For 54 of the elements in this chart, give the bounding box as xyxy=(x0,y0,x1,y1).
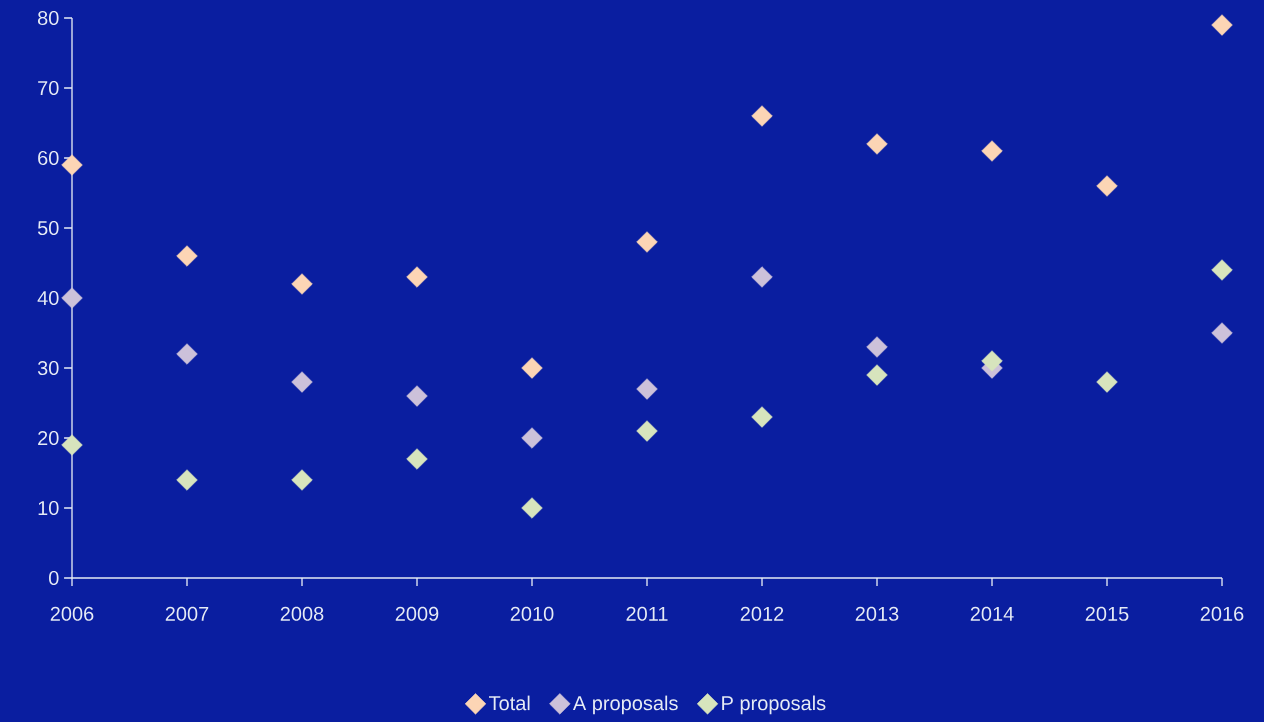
x-tick-label: 2015 xyxy=(1085,606,1129,621)
point xyxy=(1096,371,1118,393)
point xyxy=(176,469,198,491)
point xyxy=(521,357,543,379)
y-tick-label: 0 xyxy=(49,570,59,586)
x-tick-label: 2011 xyxy=(626,606,668,621)
point xyxy=(521,427,543,449)
point xyxy=(291,371,313,393)
point xyxy=(406,448,428,470)
point xyxy=(751,105,773,127)
y-tick-label: 20 xyxy=(38,430,59,446)
x-tick-label: 2008 xyxy=(280,606,324,621)
point xyxy=(1211,322,1233,344)
x-tick-label: 2010 xyxy=(510,606,554,621)
y-tick-label: 80 xyxy=(38,10,59,26)
legend-label: Total xyxy=(489,695,530,711)
point xyxy=(61,154,83,176)
point xyxy=(866,364,888,386)
x-tick-label: 2016 xyxy=(1200,606,1244,621)
y-tick-label: 60 xyxy=(38,150,59,166)
y-tick-label: 30 xyxy=(37,360,59,376)
y-tick-label: 40 xyxy=(37,290,59,306)
point xyxy=(1211,14,1233,36)
point xyxy=(866,133,888,155)
x-tick-label: 2012 xyxy=(740,606,784,621)
point xyxy=(636,420,658,442)
point xyxy=(981,140,1003,162)
legend-label: P proposals xyxy=(722,695,826,715)
legend-label: A proposals xyxy=(572,695,678,715)
y-tick-label: 50 xyxy=(37,220,59,236)
point xyxy=(981,350,1003,372)
point xyxy=(521,497,543,519)
point xyxy=(636,378,658,400)
point xyxy=(751,406,773,428)
point xyxy=(61,434,83,456)
point xyxy=(406,385,428,407)
point xyxy=(291,469,313,491)
point xyxy=(176,343,198,365)
point xyxy=(1096,175,1118,197)
x-tick-label: 2013 xyxy=(855,606,899,621)
y-tick-label: 70 xyxy=(38,80,59,96)
x-tick-label: 2006 xyxy=(50,606,94,621)
point xyxy=(1211,259,1233,281)
y-tick-label: 10 xyxy=(38,500,59,516)
point xyxy=(636,231,658,253)
x-tick-label: 2009 xyxy=(395,606,439,621)
point xyxy=(751,266,773,288)
point xyxy=(866,336,888,358)
point xyxy=(406,266,428,288)
x-tick-label: 2014 xyxy=(970,606,1014,621)
point xyxy=(61,287,83,309)
point xyxy=(291,273,313,295)
point xyxy=(176,245,198,267)
x-tick-label: 2007 xyxy=(165,606,209,621)
